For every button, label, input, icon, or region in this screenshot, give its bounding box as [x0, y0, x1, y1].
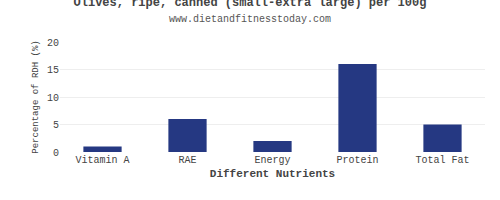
svg-text:Total Fat: Total Fat: [415, 155, 469, 166]
svg-text:Different Nutrients: Different Nutrients: [210, 168, 335, 180]
svg-text:Energy: Energy: [254, 155, 290, 166]
svg-text:10: 10: [47, 93, 59, 104]
svg-text:Protein: Protein: [336, 155, 378, 166]
svg-text:Vitamin A: Vitamin A: [75, 155, 129, 166]
svg-text:15: 15: [47, 65, 59, 76]
svg-text:Olives, ripe, canned (small-ex: Olives, ripe, canned (small-extra large)…: [74, 0, 427, 25]
svg-text:Percentage of RDH (%): Percentage of RDH (%): [31, 40, 41, 153]
svg-text:5: 5: [53, 120, 59, 131]
svg-text:RAE: RAE: [178, 155, 196, 166]
svg-text:20: 20: [47, 38, 59, 49]
svg-text:0: 0: [53, 148, 59, 159]
